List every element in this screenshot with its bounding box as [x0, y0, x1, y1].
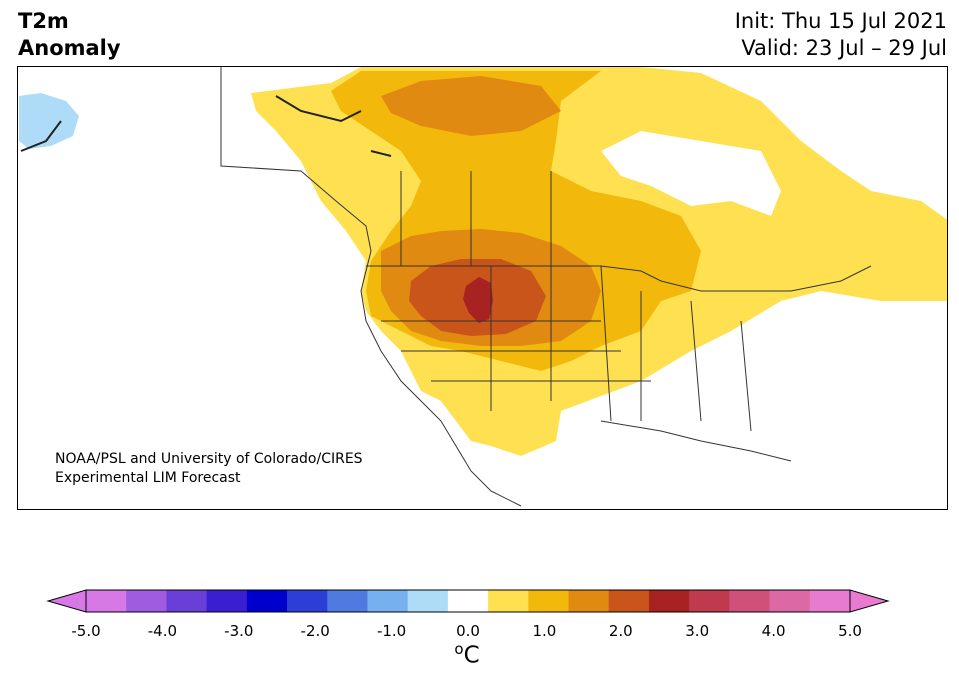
- colorbar-tick-label: 2.0: [608, 622, 633, 640]
- colorbar-swatch: [568, 590, 610, 612]
- colorbar-swatch: [287, 590, 328, 612]
- colorbar-tick-label: 0.0: [456, 622, 480, 640]
- colorbar: [46, 589, 890, 613]
- colorbar-swatch: [367, 590, 409, 612]
- colorbar-swatch: [327, 590, 368, 612]
- colorbar-swatch: [86, 590, 127, 612]
- colorbar-swatch: [206, 590, 248, 612]
- colorbar-swatch: [246, 590, 288, 612]
- colorbar-tick-label: 5.0: [838, 622, 862, 640]
- map-title: T2m Anomaly: [18, 8, 121, 62]
- colorbar-tick-label: 4.0: [761, 622, 786, 640]
- date-info: Init: Thu 15 Jul 2021 Valid: 23 Jul – 29…: [735, 8, 947, 62]
- colorbar-tick-label: 3.0: [685, 622, 710, 640]
- colorbar-tick-label: -4.0: [147, 622, 178, 640]
- credit: NOAA/PSL and University of Colorado/CIRE…: [55, 450, 363, 488]
- colorbar-tick-label: -3.0: [224, 622, 254, 640]
- coastline: [20, 95, 392, 157]
- credit-line-1: NOAA/PSL and University of Colorado/CIRE…: [55, 451, 363, 467]
- hudson-bay: [601, 131, 781, 216]
- anomaly-map: [17, 66, 948, 510]
- colorbar-swatch: [407, 590, 449, 612]
- anomaly-region-1.5-north: [381, 76, 561, 136]
- colorbar-swatch: [608, 590, 650, 612]
- anomaly-region-2.5: [463, 277, 493, 323]
- colorbar-swatch: [648, 590, 690, 612]
- colorbar-tick-label: 1.0: [532, 622, 557, 640]
- colorbar-swatch: [769, 590, 811, 612]
- colorbar-swatch: [447, 590, 489, 612]
- anomaly-region-cold: [19, 93, 79, 149]
- colorbar-swatch: [126, 590, 167, 612]
- credit-line-2: Experimental LIM Forecast: [55, 470, 241, 486]
- colorbar-unit: oC: [454, 640, 479, 669]
- colorbar-border: [85, 589, 851, 613]
- unit-main: C: [463, 642, 480, 669]
- colorbar-tick-label: -2.0: [300, 622, 330, 640]
- colorbar-swatch: [809, 590, 851, 612]
- colorbar-swatch: [528, 590, 570, 612]
- title-line-2: Anomaly: [18, 36, 121, 60]
- map-svg: [19, 67, 947, 507]
- colorbar-extend-high: [849, 589, 890, 613]
- title-line-1: T2m: [18, 9, 69, 33]
- colorbar-tick-label: -1.0: [376, 622, 407, 640]
- colorbar-extend-low: [46, 589, 87, 613]
- colorbar-swatch: [166, 590, 208, 612]
- borders: [220, 67, 872, 507]
- colorbar-swatch: [488, 590, 529, 612]
- valid-date: Valid: 23 Jul – 29 Jul: [741, 36, 947, 60]
- unit-sup: o: [454, 640, 464, 658]
- init-date: Init: Thu 15 Jul 2021: [734, 9, 947, 33]
- colorbar-swatch: [729, 590, 771, 612]
- colorbar-tick-label: -5.0: [71, 622, 101, 640]
- colorbar-swatch: [689, 590, 730, 612]
